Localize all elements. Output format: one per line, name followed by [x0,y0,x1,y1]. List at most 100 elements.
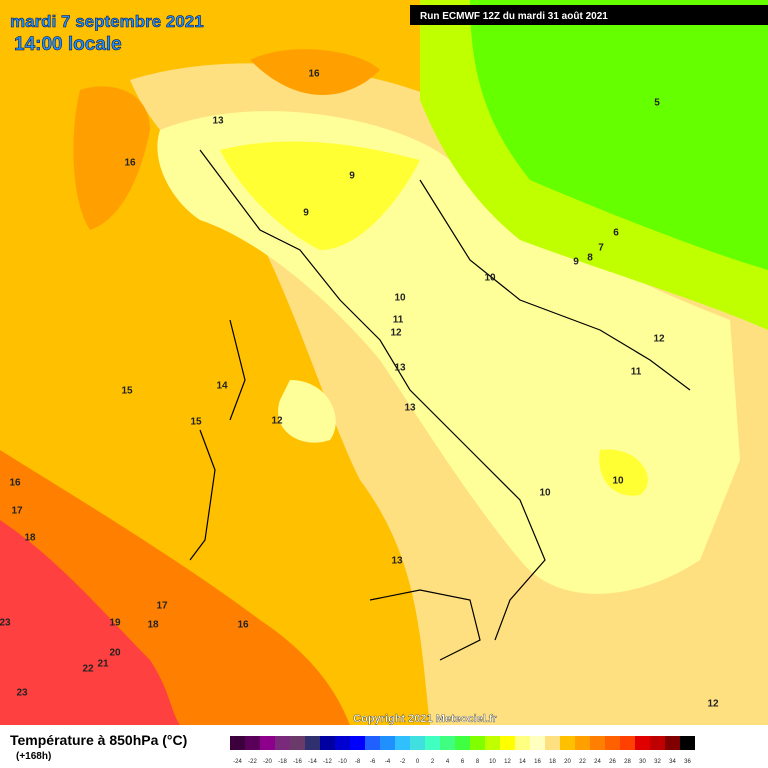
contour-label: 10 [394,293,406,304]
legend-swatch [635,736,650,750]
legend-tick: -8 [355,759,361,765]
legend-tick: 6 [461,759,465,765]
contour-label: 8 [587,253,593,264]
legend-tick: 30 [639,759,646,765]
contour-label: 23 [0,618,11,629]
legend-tick: 22 [579,759,586,765]
run-info: Run ECMWF 12Z du mardi 31 août 2021 [420,11,608,22]
legend-tick: 16 [534,759,541,765]
contour-label: 12 [707,699,719,710]
legend-tick: 28 [624,759,631,765]
contour-label: 19 [109,618,121,629]
legend-swatch [530,736,545,750]
legend-tick: 26 [609,759,616,765]
legend-tick: -20 [263,759,272,765]
legend-swatch [380,736,395,750]
contour-label: 17 [11,506,23,517]
contour-label: 18 [24,533,36,544]
legend-swatch [680,736,695,750]
legend-swatch [590,736,605,750]
contour-label: 10 [612,476,624,487]
legend-subtitle: (+168h) [16,751,51,762]
legend-swatch [605,736,620,750]
contour-label: 21 [97,659,109,670]
contour-label: 13 [394,363,406,374]
contour-label: 9 [573,257,579,268]
legend-tick: 36 [684,759,691,765]
contour-label: 12 [271,416,283,427]
legend-tick: -18 [278,759,287,765]
legend-swatch [500,736,515,750]
legend-swatch [335,736,350,750]
contour-label: 20 [109,648,121,659]
legend-swatch [320,736,335,750]
contour-label: 10 [539,488,551,499]
contour-label: 13 [404,403,416,414]
legend-title: Température à 850hPa (°C) [10,732,187,748]
contour-label: 13 [391,556,403,567]
legend-tick: 4 [446,759,450,765]
legend-swatch [470,736,485,750]
contour-label: 14 [216,381,228,392]
contour-label: 15 [190,417,202,428]
contour-label: 18 [147,620,159,631]
legend-tick: -6 [370,759,376,765]
legend-tick: 20 [564,759,571,765]
date: mardi 7 septembre 2021 [10,12,204,31]
legend-tick: 8 [476,759,480,765]
legend-swatch [650,736,665,750]
legend-swatch [350,736,365,750]
legend-tick: 34 [669,759,676,765]
legend-swatch [575,736,590,750]
contour-label: 16 [237,620,249,631]
contour-label: 6 [613,228,619,239]
contour-label: 5 [654,98,660,109]
contour-label: 16 [124,158,136,169]
legend-tick: 24 [594,759,601,765]
contour-label: 13 [212,116,224,127]
legend-swatch [425,736,440,750]
legend-swatch [365,736,380,750]
contour-label: 9 [349,171,355,182]
contour-label: 23 [16,688,28,699]
legend-swatch [515,736,530,750]
legend-swatch [560,736,575,750]
legend-tick: -10 [338,759,347,765]
legend-tick: -22 [248,759,257,765]
legend-swatch [665,736,680,750]
legend-swatch [260,736,275,750]
legend-swatch [290,736,305,750]
contour-label: 9 [303,208,309,219]
legend-tick: 12 [504,759,511,765]
map [0,0,768,725]
legend-tick: -4 [385,759,391,765]
contour-label: 12 [390,328,402,339]
contour-label: 15 [121,386,133,397]
legend-tick: -16 [293,759,302,765]
legend-swatch [545,736,560,750]
contour-label: 7 [598,243,604,254]
legend-tick: -14 [308,759,317,765]
legend-tick: 32 [654,759,661,765]
contour-label: 16 [308,69,320,80]
legend-swatch [245,736,260,750]
contour-label: 16 [9,478,21,489]
legend-swatch [485,736,500,750]
contour-label: 12 [653,334,665,345]
contour-label: 17 [156,601,168,612]
legend-tick: 2 [431,759,435,765]
legend-tick: 14 [519,759,526,765]
legend-swatch [230,736,245,750]
contour-label: 11 [631,367,642,378]
legend-swatch [455,736,470,750]
legend-tick: 0 [416,759,420,765]
run-banner [410,5,768,25]
legend-tick: -24 [233,759,242,765]
legend-swatch [395,736,410,750]
legend-swatch [620,736,635,750]
legend-tick: 18 [549,759,556,765]
legend-swatch [440,736,455,750]
legend-swatch [305,736,320,750]
contour-label: 22 [82,664,94,675]
